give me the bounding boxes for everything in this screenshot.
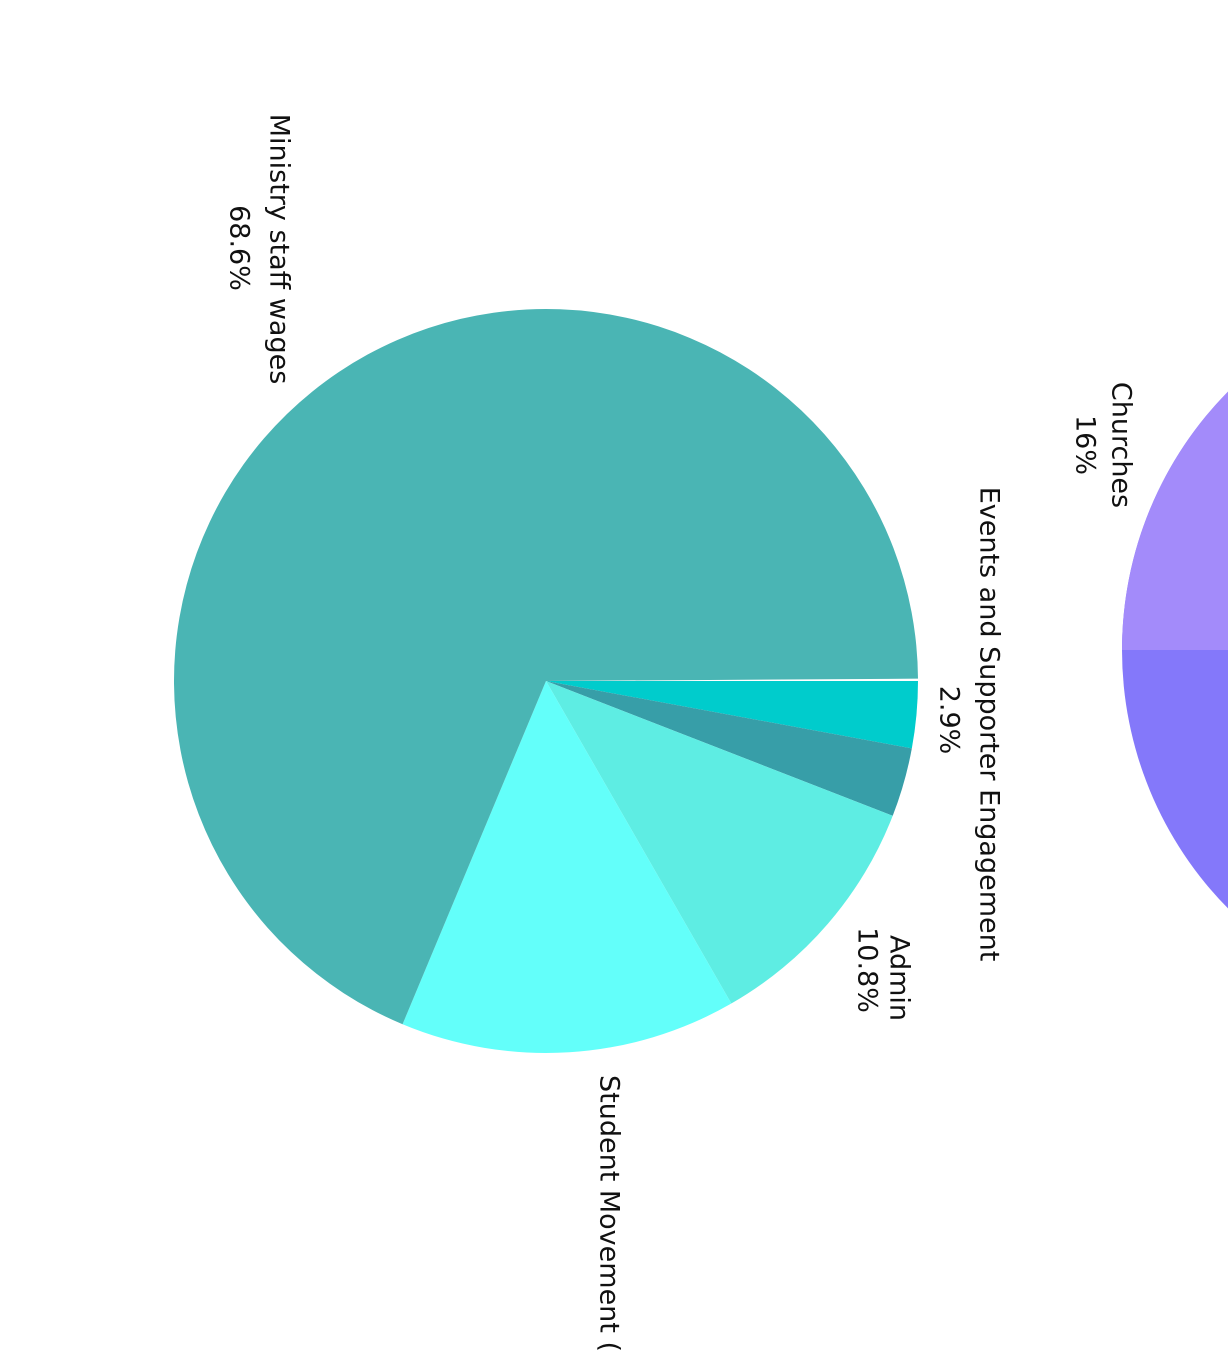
pie-slice <box>1122 391 1228 650</box>
slice-value-label: 2.9% <box>934 686 965 755</box>
pie-slice <box>546 681 912 816</box>
pie-slice <box>173 308 918 1025</box>
slice-value-label: 10.8% <box>852 927 883 1013</box>
slice-label: Events and Supporter Engagement <box>974 487 1005 962</box>
slice-label: Student Movement ( <box>594 1075 625 1352</box>
pie-slice <box>546 681 893 1004</box>
slice-label: Ministry staff wages <box>264 114 295 385</box>
slice-label: Admin <box>884 935 915 1021</box>
slice-label: Churches <box>1106 382 1137 508</box>
pie-slice <box>402 681 732 1053</box>
slice-value-label: 68.6% <box>224 205 255 291</box>
slice-value-label: 16% <box>1070 415 1101 475</box>
pie-slice <box>546 681 918 749</box>
